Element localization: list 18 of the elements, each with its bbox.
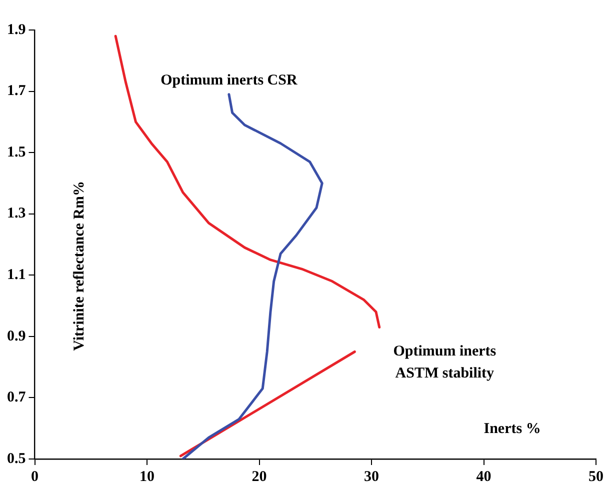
x-tick-label: 20	[252, 468, 267, 485]
y-tick-label: 1.5	[7, 144, 26, 160]
x-tick-label: 40	[476, 468, 492, 485]
series-label: Optimum inerts ASTM stability	[393, 344, 496, 382]
y-tick-label: 0.9	[7, 328, 26, 344]
y-axis-title: Vitrinite reflectance Rm%	[72, 180, 88, 351]
y-tick-label: 0.5	[7, 450, 26, 467]
x-tick-label: 10	[140, 468, 154, 485]
y-tick-label: 1.3	[7, 206, 26, 222]
x-axis-title: Inerts %	[484, 420, 541, 437]
x-tick-label: 30	[364, 468, 379, 485]
series-label: Optimum inerts CSR	[160, 72, 298, 89]
y-tick-label: 1.1	[7, 267, 26, 284]
x-tick-label: 50	[588, 468, 604, 485]
x-tick-label: 0	[31, 468, 38, 485]
y-tick-label: 1.7	[7, 83, 26, 100]
y-tick-label: 1.9	[7, 22, 26, 38]
y-tick-label: 0.7	[7, 390, 26, 406]
